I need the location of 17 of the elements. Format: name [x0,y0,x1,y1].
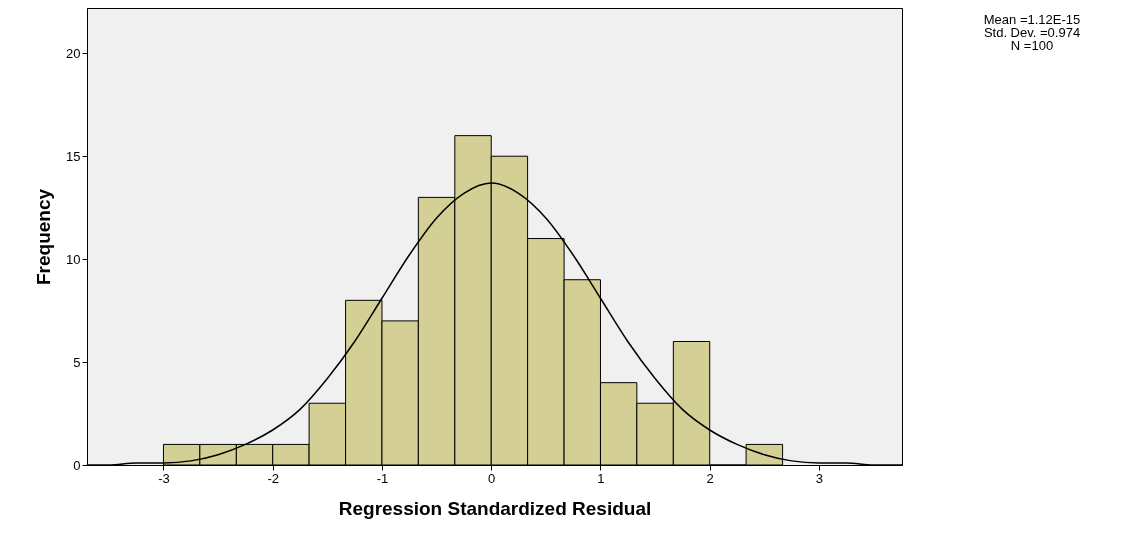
x-tick-label: -1 [376,470,389,486]
x-tick-label: 0 [488,470,496,486]
y-tick-label: 10 [66,251,81,267]
y-tick-label: 5 [73,354,81,370]
x-axis-title: Regression Standardized Residual [338,497,652,519]
text: N =100 [1010,38,1054,53]
y-tick-label: 15 [66,148,81,164]
x-tick-label: 3 [815,470,824,486]
text: Std. Dev. =0.974 [983,25,1081,40]
y-tick-label: 0 [73,457,81,473]
y-tick-label: 20 [66,45,81,61]
text: Mean =1.12E-15 [983,12,1081,27]
x-tick-label: -2 [267,470,280,486]
x-tick-label: 1 [597,470,605,486]
x-tick-label: -3 [158,470,170,486]
y-axis-title: Frequency [33,188,55,286]
x-tick-label: 2 [706,470,714,486]
